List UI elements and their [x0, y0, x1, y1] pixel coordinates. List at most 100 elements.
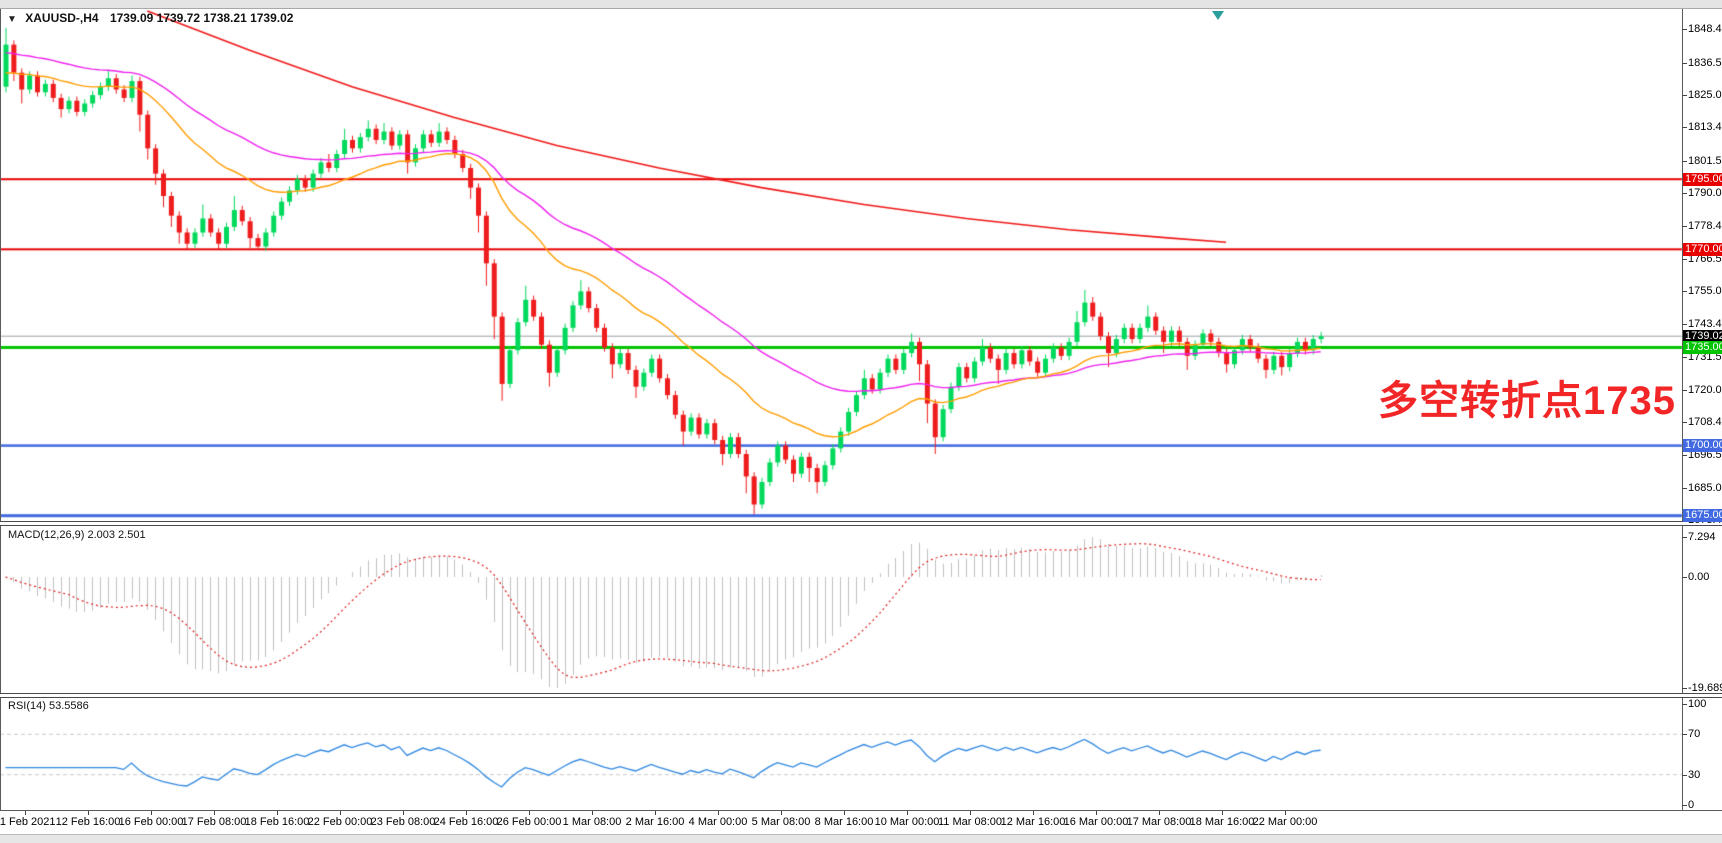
price-tick-mark: [1682, 291, 1687, 293]
price-tick-mark: [1682, 225, 1687, 227]
macd-panel-splitter[interactable]: [0, 521, 1722, 526]
chart-left-border: [0, 9, 1, 810]
symbol-period-label: XAUUSD-,H4: [25, 11, 99, 25]
price-tick-mark: [1682, 455, 1687, 457]
time-tick-label: 22 Mar 00:00: [1252, 816, 1318, 828]
time-tick-label: 8 Mar 16:00: [814, 816, 874, 828]
price-tick-label: 1766.55: [1688, 252, 1722, 265]
rsi-indicator-label: RSI(14) 53.5586: [8, 700, 89, 712]
time-tick-mark: [529, 811, 530, 815]
time-tick-mark: [1285, 811, 1286, 815]
time-tick-mark: [844, 811, 845, 815]
time-tick-mark: [214, 811, 215, 815]
price-tick-label: 1790.00: [1688, 187, 1722, 200]
time-axis-separator: [0, 810, 1722, 811]
rsi-level-label: 70: [1688, 728, 1701, 741]
time-tick-mark: [466, 811, 467, 815]
time-tick-label: 1 Mar 08:00: [562, 816, 622, 828]
price-tick-mark: [1682, 29, 1687, 31]
symbol-dropdown-icon: ▼: [7, 14, 17, 25]
time-tick-label: 12 Mar 16:00: [1000, 816, 1066, 828]
price-tick-mark: [1682, 421, 1687, 423]
time-tick-mark: [1222, 811, 1223, 815]
price-tick-mark: [1682, 62, 1687, 64]
rsi-level-label: 30: [1688, 768, 1701, 781]
time-tick-mark: [277, 811, 278, 815]
macd-max-label: 7.294: [1688, 531, 1716, 543]
time-tick-mark: [907, 811, 908, 815]
rsi-level-label: 100: [1688, 698, 1707, 710]
chart-title: ▼ XAUUSD-,H4 1739.09 1739.72 1738.21 173…: [7, 11, 293, 25]
time-tick-label: 12 Feb 16:00: [55, 816, 121, 828]
time-tick-mark: [718, 811, 719, 815]
time-tick-label: 22 Feb 00:00: [307, 816, 373, 828]
time-tick-mark: [340, 811, 341, 815]
price-tick-mark: [1682, 160, 1687, 162]
time-tick-mark: [592, 811, 593, 815]
price-level-label: 1700.00: [1683, 439, 1722, 453]
price-tick-label: 1696.55: [1688, 449, 1722, 462]
time-tick-label: 26 Feb 00:00: [496, 816, 562, 828]
price-tick-label: 1825.00: [1688, 89, 1722, 102]
time-tick-label: 5 Mar 08:00: [751, 816, 811, 828]
price-axis-separator: [1682, 9, 1683, 810]
time-tick-mark: [88, 811, 89, 815]
rsi-panel-splitter[interactable]: [0, 693, 1722, 698]
price-tick-label: 1801.55: [1688, 154, 1722, 167]
time-tick-mark: [1159, 811, 1160, 815]
time-tick-label: 23 Feb 08:00: [370, 816, 436, 828]
time-tick-label: 2 Mar 16:00: [625, 816, 685, 828]
ohlc-values: 1739.09 1739.72 1738.21 1739.02: [109, 11, 294, 25]
annotation-text[interactable]: 多空转折点1735: [1378, 379, 1676, 423]
time-tick-mark: [970, 811, 971, 815]
price-tick-mark: [1682, 127, 1687, 129]
price-level-label: 1770.00: [1683, 242, 1722, 256]
time-tick-label: 16 Feb 00:00: [118, 816, 184, 828]
price-level-label: 1675.00: [1683, 509, 1722, 523]
price-tick-mark: [1682, 258, 1687, 260]
price-tick-label: 1720.00: [1688, 383, 1722, 396]
rsi-level-label-tick: [1682, 805, 1687, 806]
price-tick-label: 1708.45: [1688, 415, 1722, 428]
time-tick-label: 17 Feb 08:00: [181, 816, 247, 828]
rsi-level-label-tick: [1682, 704, 1687, 705]
time-tick-mark: [781, 811, 782, 815]
price-level-label: 1795.00: [1683, 172, 1722, 186]
price-tick-mark: [1682, 95, 1687, 97]
price-level-label: 1739.02: [1683, 329, 1722, 343]
time-tick-label: 24 Feb 16:00: [433, 816, 499, 828]
window-bottom-strip: [0, 834, 1722, 843]
time-tick-label: 18 Mar 16:00: [1189, 816, 1255, 828]
time-tick-label: 18 Feb 16:00: [244, 816, 310, 828]
price-tick-mark: [1682, 357, 1687, 359]
price-level-label: 1735.00: [1683, 340, 1722, 354]
time-tick-label: 11 Feb 2021: [0, 816, 56, 828]
macd-min-label: -19.689: [1688, 682, 1722, 694]
price-tick-mark: [1682, 487, 1687, 489]
price-tick-label: 1685.00: [1688, 481, 1722, 494]
price-tick-label: 1848.45: [1688, 23, 1722, 36]
time-tick-label: 10 Mar 00:00: [874, 816, 940, 828]
time-tick-mark: [25, 811, 26, 815]
price-tick-label: 1778.45: [1688, 219, 1722, 232]
chart-shift-marker-icon[interactable]: [1212, 11, 1224, 20]
price-tick-mark: [1682, 323, 1687, 325]
time-tick-mark: [655, 811, 656, 815]
time-tick-label: 16 Mar 00:00: [1063, 816, 1129, 828]
macd-zero-label-tick: [1682, 577, 1687, 579]
rsi-level-label-tick: [1682, 734, 1687, 736]
macd-min-label-tick: [1682, 688, 1687, 689]
price-tick-mark: [1682, 193, 1687, 195]
price-tick-label: 1743.45: [1688, 317, 1722, 330]
time-tick-mark: [151, 811, 152, 815]
time-tick-mark: [403, 811, 404, 815]
macd-indicator-label: MACD(12,26,9) 2.003 2.501: [8, 529, 146, 541]
rsi-level-label-tick: [1682, 774, 1687, 776]
rsi-level-label: 0: [1688, 799, 1695, 811]
time-tick-label: 4 Mar 00:00: [688, 816, 748, 828]
price-tick-mark: [1682, 389, 1687, 391]
macd-zero-label: 0.00: [1688, 571, 1710, 584]
price-tick-label: 1755.00: [1688, 285, 1722, 298]
